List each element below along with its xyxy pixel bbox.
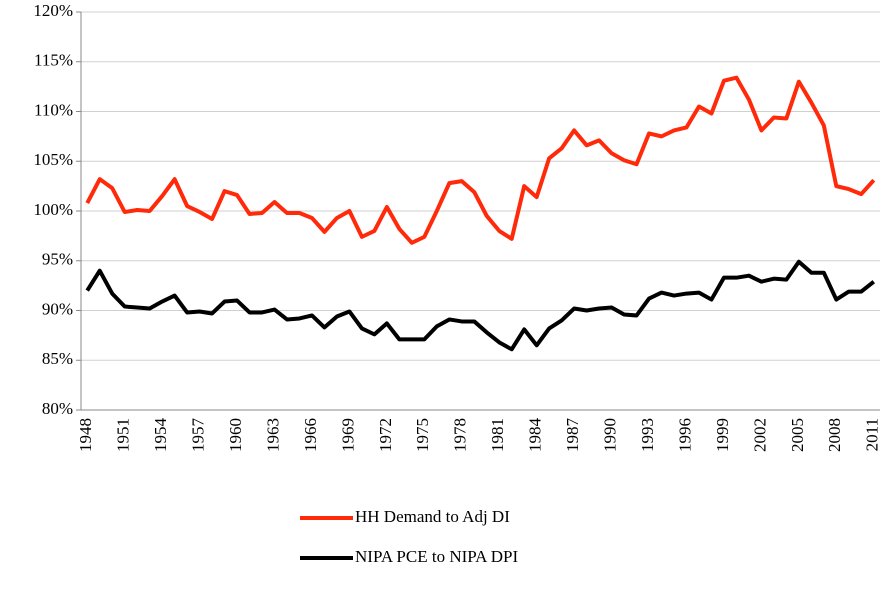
x-tick-label: 1951 bbox=[114, 418, 133, 452]
x-tick-label: 1975 bbox=[413, 418, 432, 452]
x-tick-label: 2005 bbox=[788, 418, 807, 452]
x-tick-label: 1954 bbox=[151, 418, 170, 453]
x-tick-label: 1966 bbox=[301, 418, 320, 452]
legend-label: HH Demand to Adj DI bbox=[355, 507, 510, 526]
x-tick-label: 1960 bbox=[226, 418, 245, 452]
x-tick-label: 1981 bbox=[488, 418, 507, 452]
x-tick-label: 2002 bbox=[750, 418, 769, 452]
x-tick-label: 1957 bbox=[189, 418, 208, 453]
x-tick-label: 1987 bbox=[563, 418, 582, 453]
series-line bbox=[85, 259, 876, 352]
y-tick-label: 110% bbox=[34, 100, 73, 119]
x-tick-label: 1972 bbox=[376, 418, 395, 452]
y-tick-label: 80% bbox=[42, 399, 73, 418]
x-tick-label: 1996 bbox=[675, 418, 694, 452]
x-tick-label: 1990 bbox=[600, 418, 619, 452]
x-tick-label: 1993 bbox=[638, 418, 657, 452]
y-tick-label: 85% bbox=[42, 349, 73, 368]
x-tick-label: 1978 bbox=[451, 418, 470, 452]
x-tick-label: 1999 bbox=[713, 418, 732, 452]
x-tick-label: 1984 bbox=[526, 418, 545, 453]
legend-label: NIPA PCE to NIPA DPI bbox=[355, 547, 518, 566]
x-tick-label: 2008 bbox=[825, 418, 844, 452]
series-line bbox=[85, 75, 876, 245]
y-tick-label: 95% bbox=[42, 250, 73, 269]
x-tick-label: 2011 bbox=[863, 418, 882, 451]
y-tick-label: 100% bbox=[33, 200, 73, 219]
y-tick-label: 105% bbox=[33, 150, 73, 169]
y-tick-label: 90% bbox=[42, 299, 73, 318]
x-tick-label: 1969 bbox=[338, 418, 357, 452]
y-tick-label: 115% bbox=[34, 51, 73, 70]
x-tick-label: 1948 bbox=[76, 418, 95, 452]
y-tick-label: 120% bbox=[33, 1, 73, 20]
x-tick-label: 1963 bbox=[263, 418, 282, 452]
